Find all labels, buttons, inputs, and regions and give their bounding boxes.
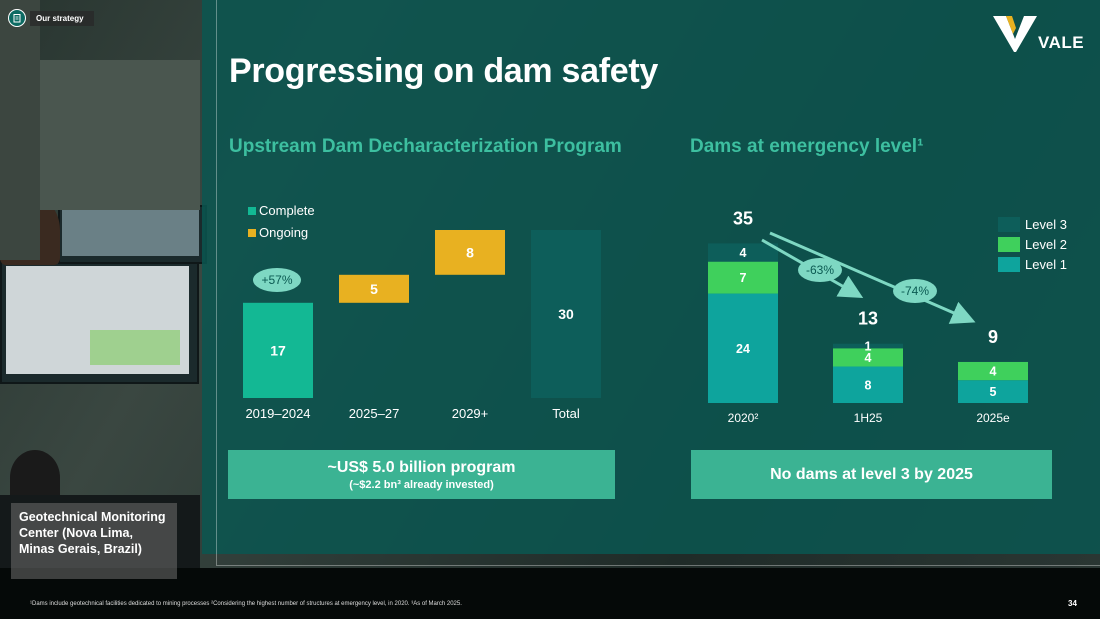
legend-level2-label: Level 2 bbox=[1025, 237, 1067, 252]
legend-level1: Level 1 bbox=[998, 257, 1067, 272]
legend-level2: Level 2 bbox=[998, 237, 1067, 252]
legend-ongoing-label: Ongoing bbox=[259, 225, 309, 240]
vale-logo-text: VALE bbox=[1038, 33, 1085, 52]
photo-caption: Geotechnical Monitoring Center (Nova Lim… bbox=[11, 503, 177, 579]
legend-ongoing-swatch bbox=[248, 228, 256, 237]
program-cost-main: ~US$ 5.0 billion program bbox=[327, 458, 516, 476]
legend-complete: Complete bbox=[248, 203, 315, 218]
section-tag: Our strategy bbox=[8, 9, 94, 27]
legend-level2-swatch bbox=[998, 237, 1020, 252]
vale-logo-mark bbox=[993, 16, 1037, 52]
vale-logo: VALE bbox=[992, 14, 1087, 54]
legend-complete-swatch bbox=[248, 206, 256, 215]
page-title: Progressing on dam safety bbox=[229, 52, 658, 90]
program-cost-sub: (~$2.2 bn³ already invested) bbox=[349, 478, 494, 491]
clipboard-icon bbox=[8, 9, 26, 27]
legend-ongoing: Ongoing bbox=[248, 225, 308, 240]
legend-complete-label: Complete bbox=[259, 203, 315, 218]
right-chart-title: Dams at emergency level¹ bbox=[690, 136, 924, 157]
legend-level1-swatch bbox=[998, 257, 1020, 272]
legend-level3-swatch bbox=[998, 217, 1020, 232]
left-chart-title: Upstream Dam Decharacterization Program bbox=[229, 136, 622, 157]
legend-level1-label: Level 1 bbox=[1025, 257, 1067, 272]
level3-goal-box: No dams at level 3 by 2025 bbox=[691, 450, 1052, 499]
level3-goal-text: No dams at level 3 by 2025 bbox=[770, 465, 973, 483]
footnote: ¹Dams include geotechnical facilities de… bbox=[30, 601, 462, 607]
legend-level3-label: Level 3 bbox=[1025, 217, 1067, 232]
section-tag-label: Our strategy bbox=[30, 10, 94, 26]
page-number: 34 bbox=[1068, 599, 1077, 608]
program-cost-box: ~US$ 5.0 billion program (~$2.2 bn³ alre… bbox=[228, 450, 615, 499]
legend-level3: Level 3 bbox=[998, 217, 1067, 232]
